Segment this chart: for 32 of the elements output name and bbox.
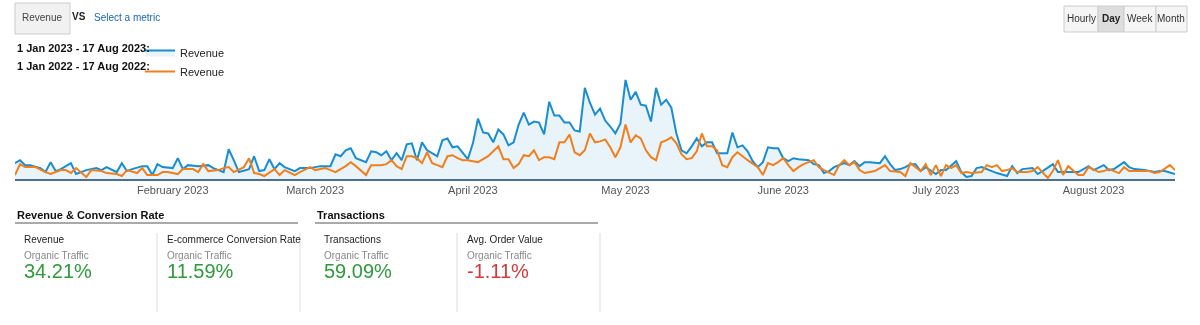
text: Organic Traffic xyxy=(324,250,389,261)
text: Month xyxy=(1157,13,1185,24)
x-tick-label: February 2023 xyxy=(136,183,209,196)
text: Hourly xyxy=(1067,13,1096,24)
x-tick-label: June 2023 xyxy=(757,183,809,196)
legend-label: Revenue xyxy=(180,46,225,59)
text: Avg. Order Value xyxy=(467,234,544,245)
text: Transactions xyxy=(324,234,381,245)
x-tick-label: July 2023 xyxy=(912,183,960,196)
text: -1.11% xyxy=(467,260,530,282)
text: 1 Jan 2023 - 17 Aug 2023: xyxy=(17,42,150,54)
x-tick-label: April 2023 xyxy=(448,183,498,196)
text: Select a metric xyxy=(94,12,161,23)
text: 34.21% xyxy=(24,260,93,282)
text: VS xyxy=(72,11,86,22)
x-tick-label: March 2023 xyxy=(286,183,345,196)
x-tick-label: May 2023 xyxy=(601,183,650,196)
text: Day xyxy=(1102,13,1121,24)
text: Organic Traffic xyxy=(24,250,89,261)
text: Revenue xyxy=(24,234,65,245)
text: E-commerce Conversion Rate xyxy=(167,234,302,245)
text: Organic Traffic xyxy=(467,250,532,261)
text: Organic Traffic xyxy=(167,250,232,261)
text: Transactions xyxy=(317,209,385,221)
text: 59.09% xyxy=(324,260,393,282)
text: 11.59% xyxy=(167,260,234,282)
text: 1 Jan 2022 - 17 Aug 2022: xyxy=(17,60,150,72)
text: Revenue xyxy=(22,12,63,23)
legend-label: Revenue xyxy=(180,65,225,78)
x-tick-label: August 2023 xyxy=(1062,183,1125,196)
text: Revenue & Conversion Rate xyxy=(17,209,165,221)
text: Week xyxy=(1127,13,1154,24)
